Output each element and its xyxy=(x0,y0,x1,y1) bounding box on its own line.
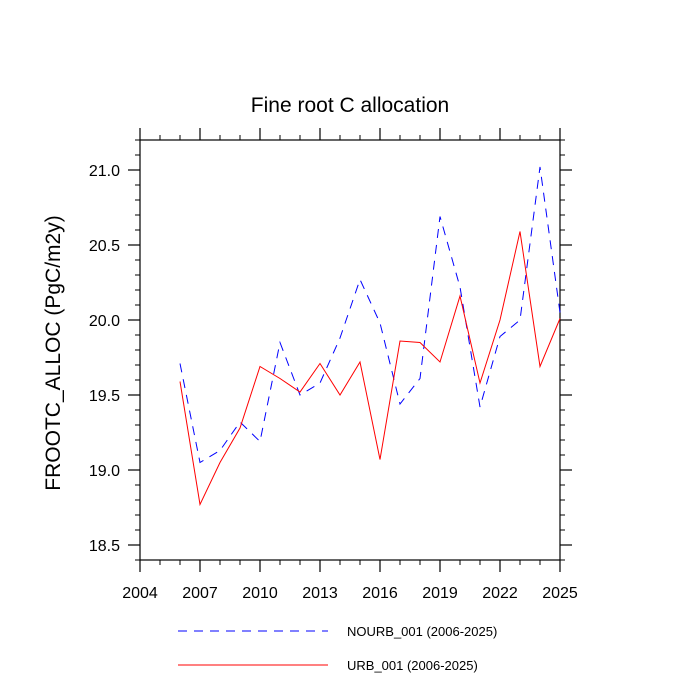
x-tick-label: 2025 xyxy=(542,585,578,602)
y-axis-label: FROOTC_ALLOC (PgC/m2y) xyxy=(42,215,65,490)
y-tick-label: 19.0 xyxy=(89,463,120,480)
legend-label: URB_001 (2006-2025) xyxy=(347,658,478,673)
legend: NOURB_001 (2006-2025) URB_001 (2006-2025) xyxy=(178,624,497,673)
series-line-nourb-001 xyxy=(179,166,561,464)
series-layer xyxy=(179,166,561,507)
x-tick-label: 2013 xyxy=(302,585,338,602)
axis-ticks xyxy=(128,128,572,572)
y-tick-label: 20.0 xyxy=(89,313,120,330)
x-tick-label: 2022 xyxy=(482,585,518,602)
tick-labels: 2004 2007 2010 2013 2016 2019 2022 2025 18.5 19.0… xyxy=(89,163,578,602)
y-tick-label: 21.0 xyxy=(89,163,120,180)
y-tick-label: 20.5 xyxy=(89,238,120,255)
plot-frame xyxy=(139,139,561,561)
chart-title: Fine root C allocation xyxy=(251,94,449,117)
legend-label: NOURB_001 (2006-2025) xyxy=(347,624,497,639)
x-tick-label: 2007 xyxy=(182,585,218,602)
x-tick-label: 2004 xyxy=(122,585,158,602)
series-line-urb-001 xyxy=(179,231,561,507)
x-tick-label: 2010 xyxy=(242,585,278,602)
x-tick-label: 2016 xyxy=(362,585,398,602)
x-tick-label: 2019 xyxy=(422,585,458,602)
y-tick-label: 19.5 xyxy=(89,388,120,405)
y-tick-label: 18.5 xyxy=(89,538,120,555)
